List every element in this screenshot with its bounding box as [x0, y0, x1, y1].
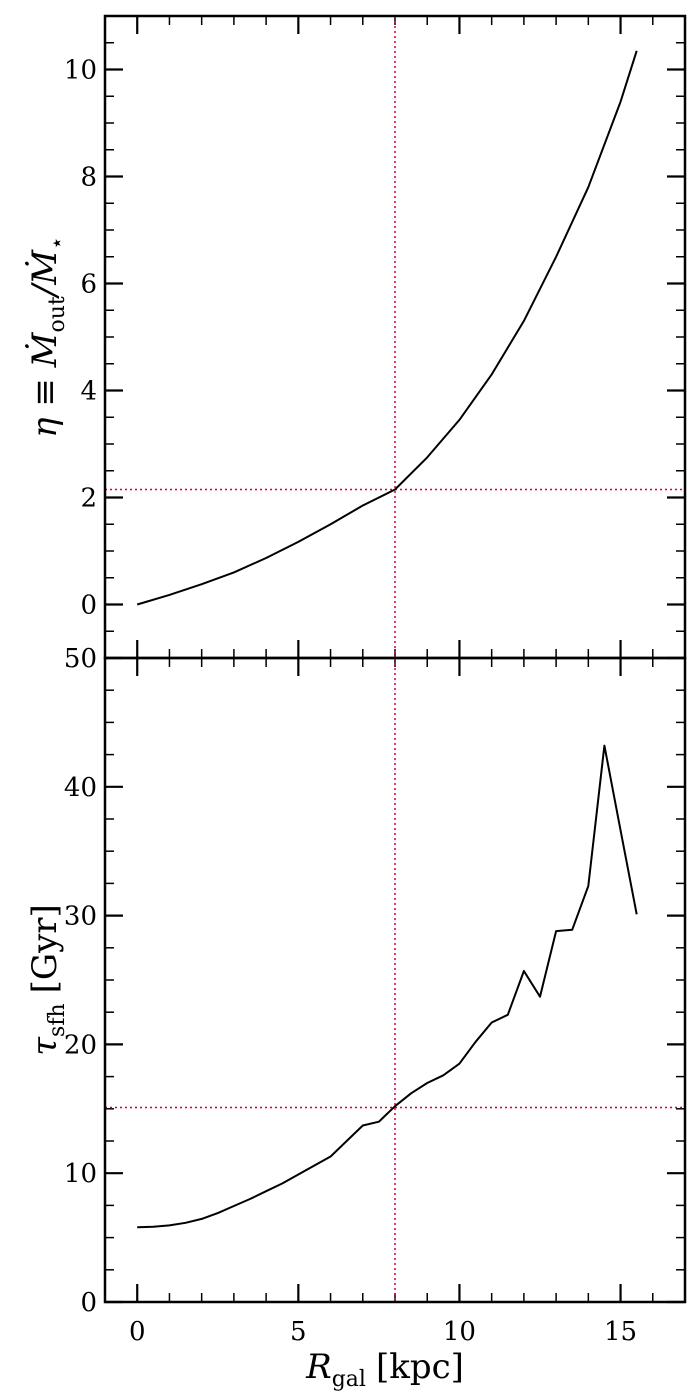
y-tick-label: 40	[64, 773, 97, 803]
panel-mass-loading: 0 2 4 6 8 10 η ≡ Ṁout/Ṁ⋆	[25, 14, 687, 660]
y-tick-label: 10	[64, 1159, 97, 1189]
y-tick-label: 10	[64, 56, 97, 86]
y-tick-label: 30	[64, 902, 97, 932]
x-tick-label: 0	[129, 1317, 146, 1347]
x-tick-label: 5	[290, 1317, 307, 1347]
x-tick-label: 15	[604, 1317, 637, 1347]
y-tick-label: 0	[80, 591, 97, 621]
x-axis-label: Rgal [kpc]	[305, 1347, 464, 1392]
plot-frame	[103, 656, 687, 1304]
series-line	[136, 50, 638, 606]
y-tick-label: 6	[80, 270, 97, 300]
series-line	[137, 744, 638, 1229]
y-tick-label: 8	[80, 163, 97, 193]
y-axis-label: τsfh[Gyr]	[25, 904, 70, 1056]
y-tick-label: 0	[80, 1288, 97, 1318]
y-tick-label: 50	[64, 644, 97, 674]
panel-sfh-timescale: 0 5 10 15 0 10 20 30 40 50 τsfh[Gyr] Rgal [kpc]	[25, 644, 687, 1392]
y-axis-label: η ≡ Ṁout/Ṁ⋆	[25, 236, 70, 438]
y-tick-label: 20	[64, 1030, 97, 1060]
y-tick-label: 4	[80, 377, 97, 407]
y-tick-label: 2	[80, 484, 97, 514]
x-tick-label: 10	[443, 1317, 476, 1347]
